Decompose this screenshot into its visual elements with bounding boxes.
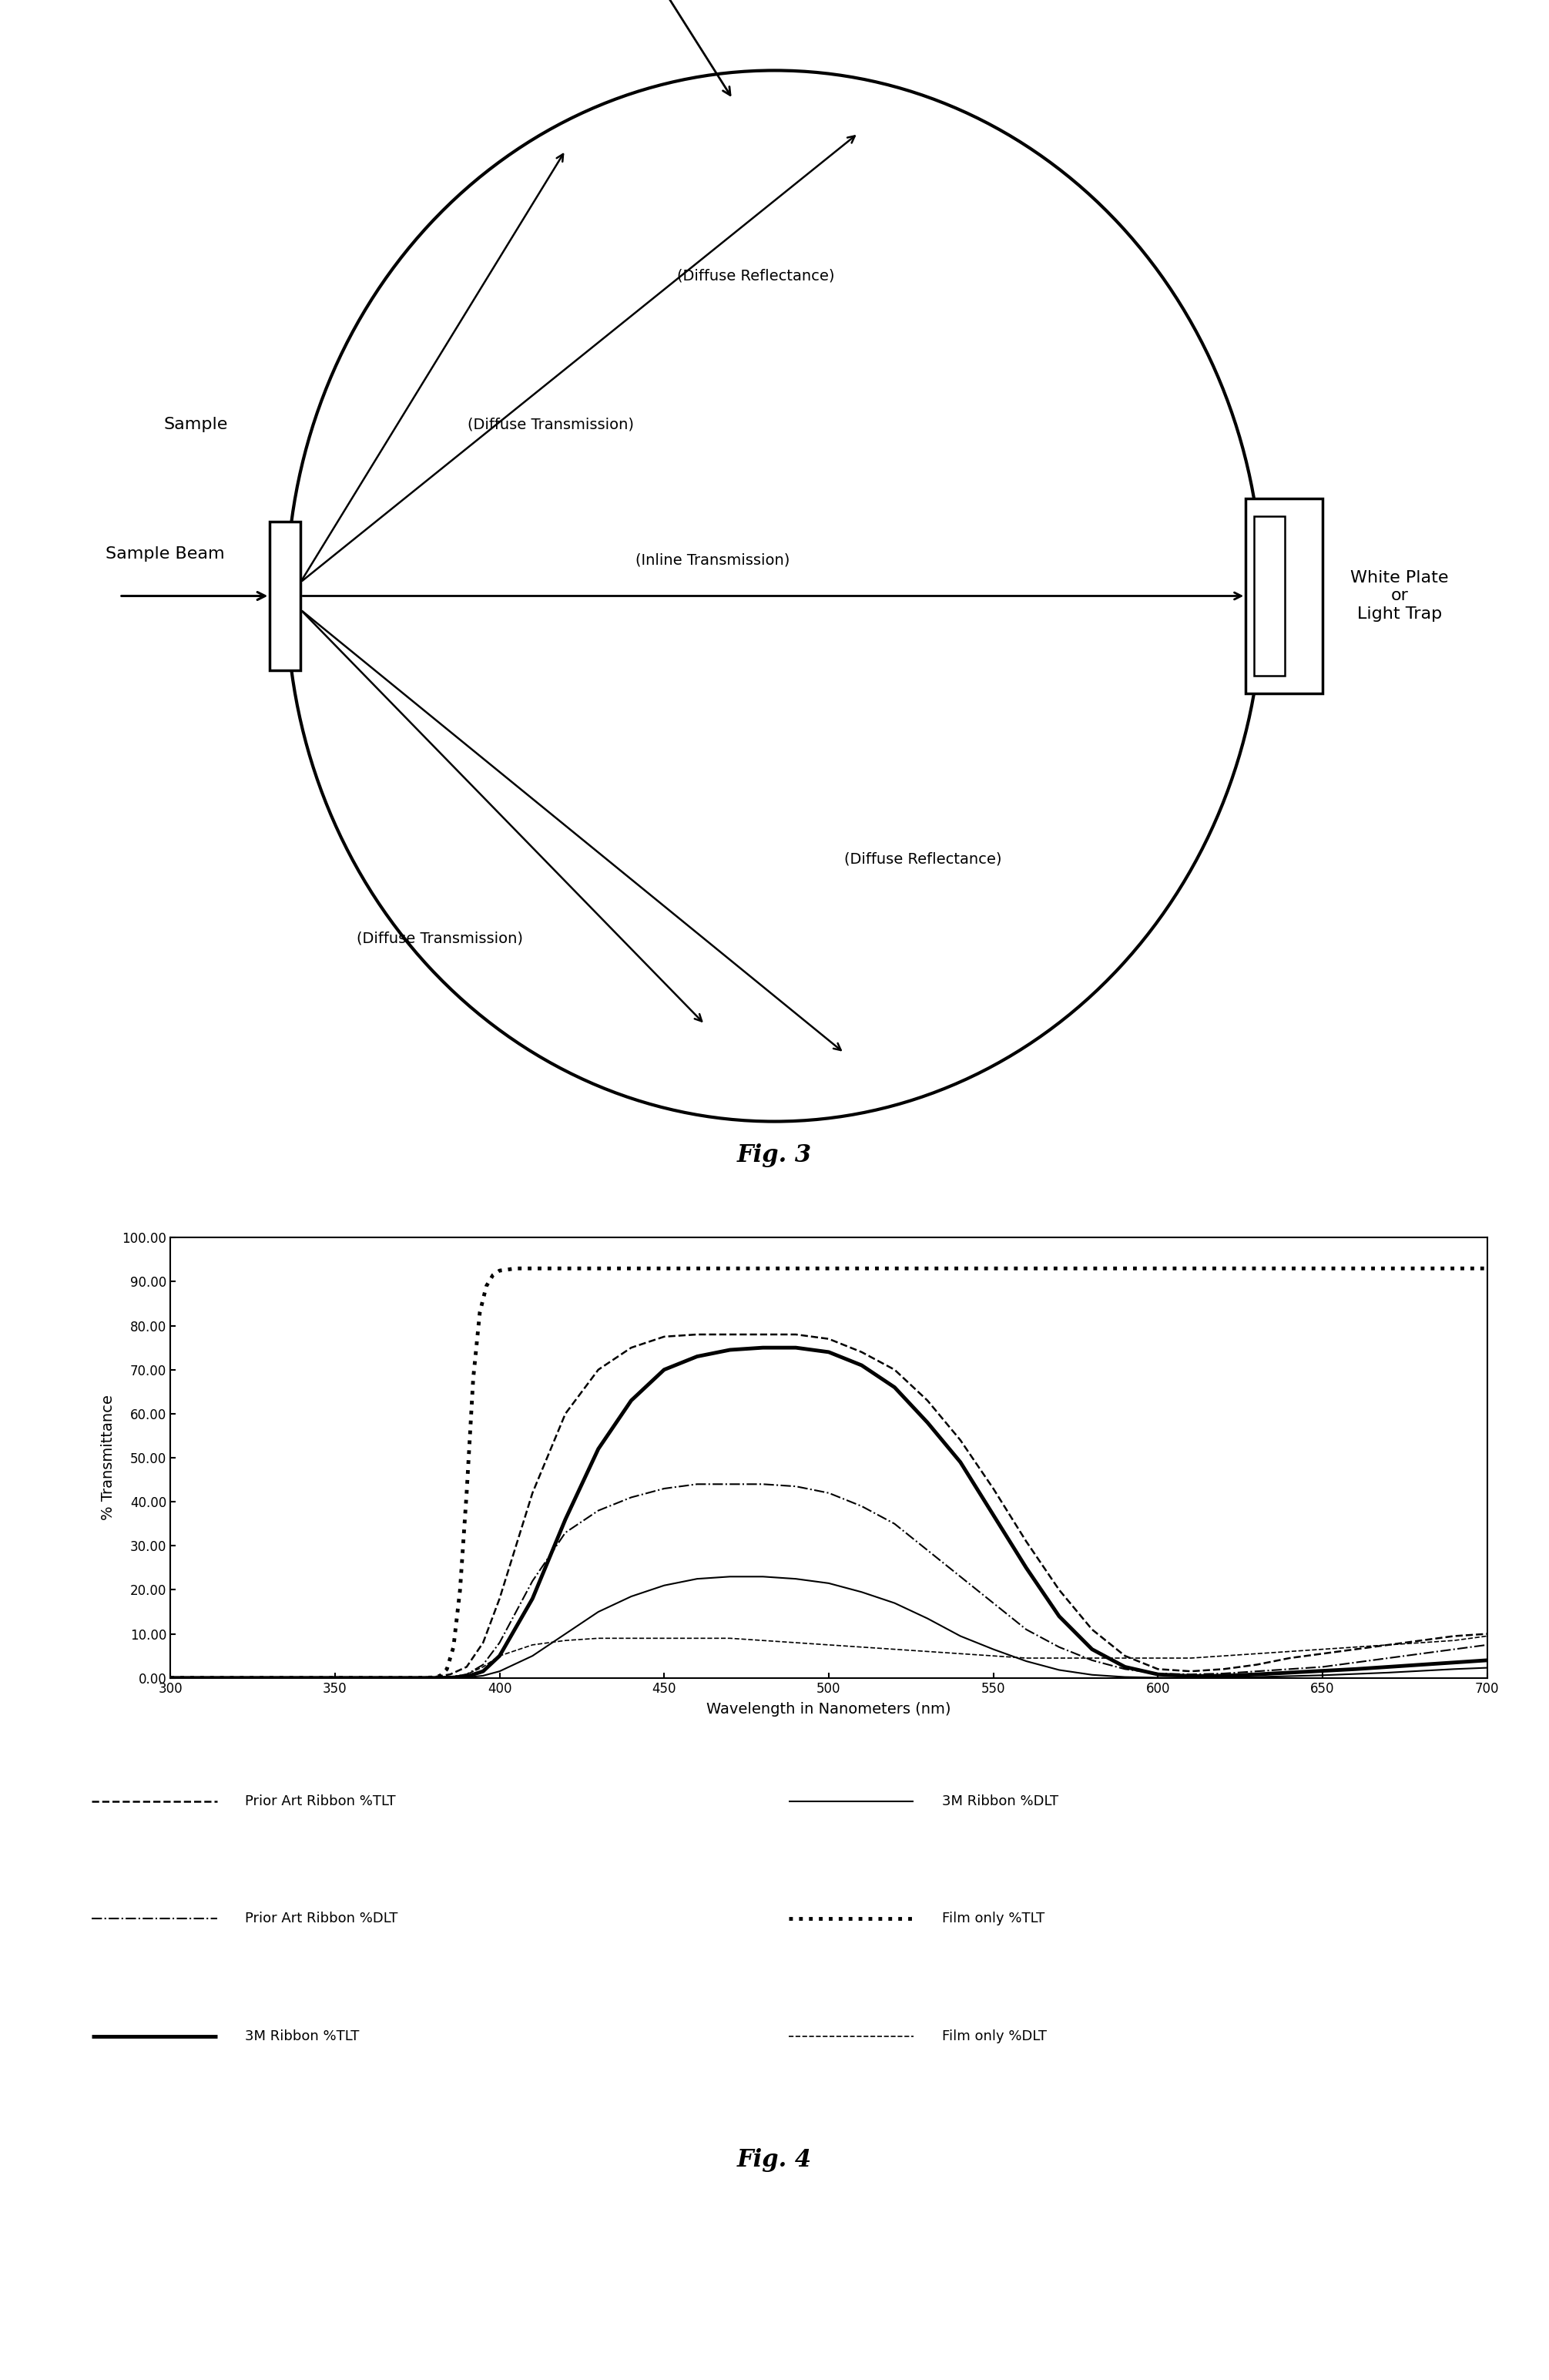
Text: 3M Ribbon %TLT: 3M Ribbon %TLT (245, 2030, 359, 2042)
Text: Film only %DLT: Film only %DLT (942, 2030, 1047, 2042)
Text: Prior Art Ribbon %TLT: Prior Art Ribbon %TLT (245, 1795, 395, 1809)
Text: Sample Beam: Sample Beam (105, 547, 225, 562)
Text: Prior Art Ribbon %DLT: Prior Art Ribbon %DLT (245, 1911, 398, 1925)
X-axis label: Wavelength in Nanometers (nm): Wavelength in Nanometers (nm) (706, 1702, 951, 1716)
Text: White Plate
or
Light Trap: White Plate or Light Trap (1351, 571, 1448, 621)
Text: 3M Ribbon %DLT: 3M Ribbon %DLT (942, 1795, 1058, 1809)
Text: (Diffuse Reflectance): (Diffuse Reflectance) (677, 269, 835, 283)
Y-axis label: % Transmittance: % Transmittance (101, 1395, 116, 1521)
Text: (Diffuse Reflectance): (Diffuse Reflectance) (844, 852, 1002, 866)
Text: (Inline Transmission): (Inline Transmission) (635, 552, 790, 566)
Text: (Diffuse Transmission): (Diffuse Transmission) (468, 416, 634, 431)
Bar (270, 521, 301, 671)
Text: Sample: Sample (164, 416, 228, 433)
Bar (1255, 516, 1284, 676)
Text: (Diffuse Transmission): (Diffuse Transmission) (356, 931, 522, 945)
Text: Film only %TLT: Film only %TLT (942, 1911, 1044, 1925)
Text: Fig. 4: Fig. 4 (737, 2147, 812, 2173)
Text: Fig. 3: Fig. 3 (737, 1142, 812, 1166)
Bar (1245, 500, 1323, 693)
